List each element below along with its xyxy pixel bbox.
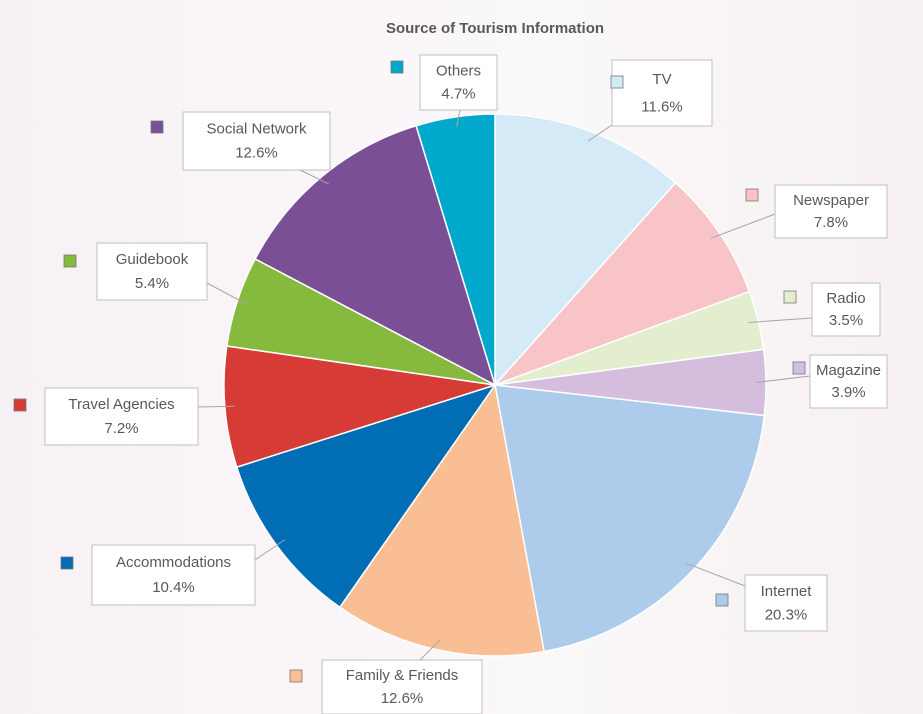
leader-line [254,539,286,561]
value-label: 4.7% [441,86,475,103]
category-label: Internet [761,583,813,600]
label-box [611,59,713,127]
pie-slice [254,124,497,387]
pie-slice [223,345,496,469]
value-label: 20.3% [765,606,808,623]
value-label: 7.2% [104,420,138,437]
pie-slice [494,181,751,386]
category-label: Social Network [206,120,307,137]
legend-marker [610,75,624,89]
legend-marker [63,254,77,268]
leader-line [299,169,329,185]
legend-marker [289,669,303,683]
label-box [774,184,888,239]
value-label: 5.4% [135,275,169,292]
category-label: Guidebook [116,251,189,268]
category-label: Magazine [816,362,881,379]
legend-marker [390,60,404,74]
category-label: Family & Friends [346,667,459,684]
label-box [96,242,208,301]
pie-slice [415,113,496,386]
leader-line [748,317,813,323]
value-label: 10.4% [152,579,195,596]
chart-title: Source of Tourism Information [386,20,604,37]
leader-line [456,109,461,127]
pie-slice [494,113,677,387]
category-label: TV [652,71,671,88]
category-label: Accommodations [116,554,231,571]
legend-marker [745,188,759,202]
legend-marker [150,120,164,134]
leader-line [419,639,441,661]
leader-line [755,375,811,384]
category-label: Newspaper [793,192,869,209]
label-box [44,387,199,446]
legend-marker [60,556,74,570]
leader-line [710,213,776,239]
category-label: Travel Agencies [68,396,174,413]
label-box [809,354,888,409]
legend-marker [13,398,27,412]
label-box [321,659,483,714]
pie-slice [494,384,766,653]
value-label: 11.6% [641,98,682,115]
category-label: Radio [826,290,865,307]
legend-marker [783,290,797,304]
leader-line [206,282,248,305]
value-label: 3.9% [831,384,865,401]
label-box [744,574,828,632]
leader-line [197,405,235,408]
value-label: 7.8% [814,214,848,231]
label-box [182,111,331,171]
pie-slice [338,383,545,657]
label-box [91,544,256,606]
value-label: 3.5% [829,312,863,329]
label-box [811,282,881,337]
legend-marker [792,361,806,375]
category-label: Others [436,62,481,79]
label-box [419,54,498,111]
legend-marker [715,593,729,607]
leader-line [685,562,746,587]
value-label: 12.6% [381,690,424,707]
value-label: 12.6% [235,145,278,162]
